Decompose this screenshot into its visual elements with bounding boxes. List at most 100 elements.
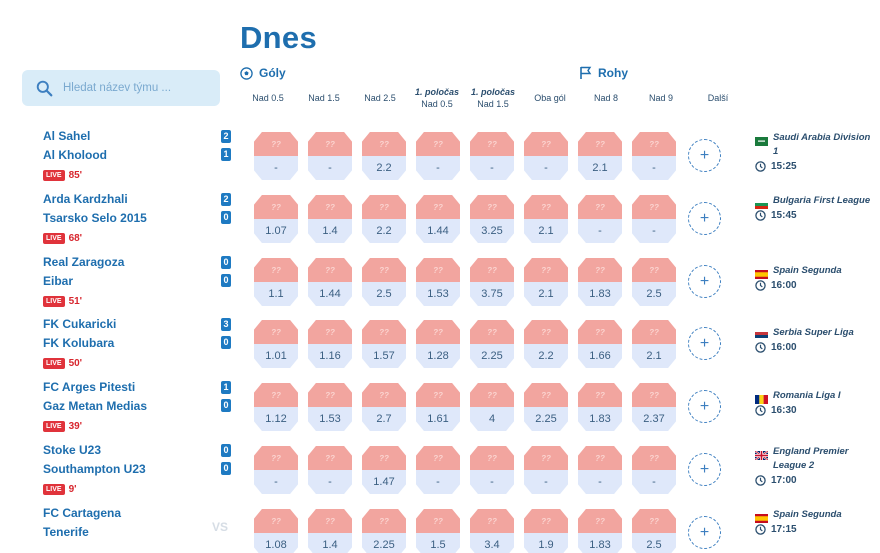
search-input[interactable] bbox=[63, 82, 203, 94]
match-row[interactable]: FK Cukaricki FK Kolubara 3 0 LIVE 50'?? 1.01??… bbox=[0, 315, 880, 377]
match-row[interactable]: FC Cartagena Tenerife VS?? 1.08?? 1.4?? 2.25?… bbox=[0, 504, 880, 553]
odds-button[interactable]: ?? 2.5 bbox=[632, 258, 676, 306]
odds-button[interactable]: ?? - bbox=[524, 446, 568, 494]
odds-button[interactable]: ?? 1.01 bbox=[254, 320, 298, 368]
odds-button[interactable]: ?? 2.25 bbox=[362, 509, 406, 553]
odds-button[interactable]: ?? 1.16 bbox=[308, 320, 352, 368]
odds-button[interactable]: ?? - bbox=[416, 132, 460, 180]
odds-button[interactable]: ?? - bbox=[254, 446, 298, 494]
odds-button[interactable]: ?? 1.66 bbox=[578, 320, 622, 368]
odds-button[interactable]: ?? - bbox=[308, 446, 352, 494]
away-team[interactable]: Tsarsko Selo 2015 bbox=[43, 211, 147, 225]
odds-button[interactable]: ?? - bbox=[470, 132, 514, 180]
odds-button[interactable]: ?? 3.25 bbox=[470, 195, 514, 243]
odds-button[interactable]: ?? 1.08 bbox=[254, 509, 298, 553]
odds-button[interactable]: ?? - bbox=[578, 195, 622, 243]
odds-button[interactable]: ?? 3.75 bbox=[470, 258, 514, 306]
home-team[interactable]: FC Cartagena bbox=[43, 506, 122, 520]
odds-button[interactable]: ?? - bbox=[254, 132, 298, 180]
home-team[interactable]: Stoke U23 bbox=[43, 443, 102, 457]
odds-button[interactable]: ?? 1.57 bbox=[362, 320, 406, 368]
odds-button[interactable]: ?? - bbox=[470, 446, 514, 494]
league-name[interactable]: Bulgaria First League bbox=[773, 195, 871, 206]
odds-button[interactable]: ?? 1.83 bbox=[578, 383, 622, 431]
odds-button[interactable]: ?? 2.7 bbox=[362, 383, 406, 431]
odds-button[interactable]: ?? 1.44 bbox=[416, 195, 460, 243]
more-markets-button[interactable]: + bbox=[688, 327, 721, 360]
home-team[interactable]: Al Sahel bbox=[43, 129, 91, 143]
odds-button[interactable]: ?? 2.5 bbox=[362, 258, 406, 306]
odds-button[interactable]: ?? 2.2 bbox=[362, 195, 406, 243]
odds-button[interactable]: ?? - bbox=[308, 132, 352, 180]
odds-button[interactable]: ?? 1.53 bbox=[416, 258, 460, 306]
odds-button[interactable]: ?? - bbox=[524, 132, 568, 180]
odds-button[interactable]: ?? 1.47 bbox=[362, 446, 406, 494]
match-row[interactable]: Al Sahel Al Kholood 2 1 LIVE 85'?? -?? -?? 2.2??… bbox=[0, 127, 880, 189]
home-team[interactable]: FC Arges Pitesti bbox=[43, 380, 136, 394]
odds-button[interactable]: ?? 2.1 bbox=[632, 320, 676, 368]
league-name[interactable]: England Premier League 2 bbox=[773, 446, 849, 471]
live-badge: LIVE bbox=[43, 233, 65, 244]
more-markets-button[interactable]: + bbox=[688, 202, 721, 235]
odds-placeholder: ?? bbox=[325, 516, 335, 526]
odds-button[interactable]: ?? 1.5 bbox=[416, 509, 460, 553]
odds-button[interactable]: ?? 2.25 bbox=[470, 320, 514, 368]
odds-button[interactable]: ?? 3.4 bbox=[470, 509, 514, 553]
odds-button[interactable]: ?? 2.37 bbox=[632, 383, 676, 431]
live-indicator: LIVE 68' bbox=[43, 233, 82, 244]
odds-button[interactable]: ?? 2.1 bbox=[578, 132, 622, 180]
odds-button[interactable]: ?? 1.83 bbox=[578, 258, 622, 306]
odds-button[interactable]: ?? - bbox=[416, 446, 460, 494]
odds-prediction: ?? bbox=[578, 195, 622, 219]
home-team[interactable]: Real Zaragoza bbox=[43, 255, 125, 269]
odds-button[interactable]: ?? 1.83 bbox=[578, 509, 622, 553]
odds-button[interactable]: ?? - bbox=[578, 446, 622, 494]
odds-button[interactable]: ?? - bbox=[632, 446, 676, 494]
league-name[interactable]: Spain Segunda bbox=[773, 509, 842, 520]
odds-button[interactable]: ?? 2.2 bbox=[524, 320, 568, 368]
match-row[interactable]: Arda Kardzhali Tsarsko Selo 2015 2 0 LIVE 68'… bbox=[0, 190, 880, 252]
odds-button[interactable]: ?? 1.07 bbox=[254, 195, 298, 243]
away-team[interactable]: Gaz Metan Medias bbox=[43, 399, 148, 413]
odds-value: 1.57 bbox=[362, 344, 406, 368]
more-markets-button[interactable]: + bbox=[688, 516, 721, 549]
away-team[interactable]: Eibar bbox=[43, 274, 74, 288]
plus-icon: + bbox=[699, 334, 710, 352]
match-row[interactable]: FC Arges Pitesti Gaz Metan Medias 1 0 LIVE 39… bbox=[0, 378, 880, 440]
odds-button[interactable]: ?? 1.9 bbox=[524, 509, 568, 553]
odds-button[interactable]: ?? 2.5 bbox=[632, 509, 676, 553]
more-markets-button[interactable]: + bbox=[688, 390, 721, 423]
home-score: 3 bbox=[221, 318, 231, 331]
home-team[interactable]: Arda Kardzhali bbox=[43, 192, 128, 206]
odds-button[interactable]: ?? 1.12 bbox=[254, 383, 298, 431]
more-markets-button[interactable]: + bbox=[688, 265, 721, 298]
odds-button[interactable]: ?? - bbox=[632, 195, 676, 243]
away-team[interactable]: Southampton U23 bbox=[43, 462, 146, 476]
league-name[interactable]: Saudi Arabia Division 1 bbox=[773, 132, 871, 157]
odds-button[interactable]: ?? 1.61 bbox=[416, 383, 460, 431]
odds-button[interactable]: ?? 1.44 bbox=[308, 258, 352, 306]
odds-button[interactable]: ?? 1.53 bbox=[308, 383, 352, 431]
away-team[interactable]: Al Kholood bbox=[43, 148, 107, 162]
odds-button[interactable]: ?? 2.25 bbox=[524, 383, 568, 431]
match-row[interactable]: Stoke U23 Southampton U23 0 0 LIVE 9'?? -?? -??… bbox=[0, 441, 880, 503]
odds-button[interactable]: ?? - bbox=[632, 132, 676, 180]
search-box[interactable] bbox=[22, 70, 220, 106]
away-team[interactable]: Tenerife bbox=[43, 525, 89, 539]
odds-button[interactable]: ?? 1.4 bbox=[308, 509, 352, 553]
league-name[interactable]: Romania Liga I bbox=[773, 390, 841, 401]
odds-button[interactable]: ?? 2.1 bbox=[524, 258, 568, 306]
home-team[interactable]: FK Cukaricki bbox=[43, 317, 117, 331]
more-markets-button[interactable]: + bbox=[688, 453, 721, 486]
odds-button[interactable]: ?? 4 bbox=[470, 383, 514, 431]
odds-button[interactable]: ?? 2.1 bbox=[524, 195, 568, 243]
away-team[interactable]: FK Kolubara bbox=[43, 336, 115, 350]
league-name[interactable]: Spain Segunda bbox=[773, 265, 842, 276]
odds-button[interactable]: ?? 1.1 bbox=[254, 258, 298, 306]
league-name[interactable]: Serbia Super Liga bbox=[773, 327, 854, 338]
odds-button[interactable]: ?? 1.28 bbox=[416, 320, 460, 368]
odds-button[interactable]: ?? 1.4 bbox=[308, 195, 352, 243]
odds-button[interactable]: ?? 2.2 bbox=[362, 132, 406, 180]
more-markets-button[interactable]: + bbox=[688, 139, 721, 172]
match-row[interactable]: Real Zaragoza Eibar 0 0 LIVE 51'?? 1.1?? 1.44??… bbox=[0, 253, 880, 315]
